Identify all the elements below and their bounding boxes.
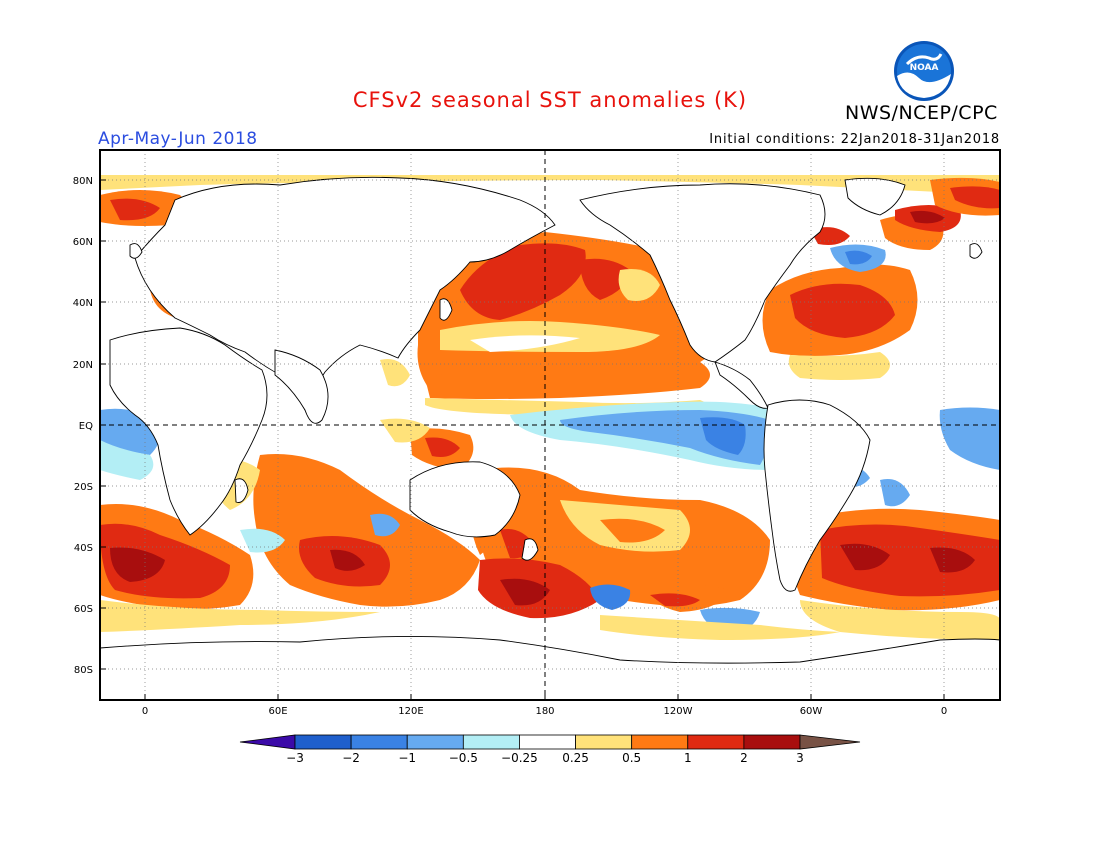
colorbar-swatch	[519, 734, 576, 750]
lon-label: 0	[941, 706, 947, 717]
colorbar-swatch	[294, 734, 352, 750]
colorbar-tick-label: −3	[286, 751, 304, 765]
lon-label: 180	[535, 706, 554, 717]
lon-label: 0	[142, 706, 148, 717]
south-pacific-cool-patch	[590, 584, 631, 610]
lat-label: 40S	[74, 543, 93, 554]
colorbar-tick-label: 2	[740, 751, 748, 765]
lon-label: 60E	[268, 706, 287, 717]
subtropical-warm-band	[425, 361, 710, 399]
north-america-landmass	[579, 183, 826, 363]
antarctica-landmass	[100, 636, 1000, 700]
lat-label: 20N	[73, 360, 93, 371]
latitude-labels: 80N 60N 40N 20N EQ 20S 40S 60S 80S	[73, 176, 93, 676]
colorbar: −3 −2 −1 −0.5 −0.25 0.25 0.5 1 2 3	[239, 734, 861, 765]
lat-label: 80N	[73, 176, 93, 187]
colorbar-tick-label: 0.25	[562, 751, 589, 765]
colorbar-tick-label: 1	[684, 751, 692, 765]
lat-label: 20S	[74, 482, 93, 493]
colorbar-swatch	[631, 734, 689, 750]
forecast-period: Apr-May-Jun 2018	[98, 129, 258, 149]
colorbar-swatch	[462, 734, 520, 750]
noaa-logo-icon: NOAA	[894, 41, 954, 101]
south-america-landmass	[763, 399, 871, 592]
lon-label: 120W	[664, 706, 693, 717]
north-pacific-strong-warm	[460, 243, 586, 320]
colorbar-tick-label: −2	[342, 751, 360, 765]
colorbar-tick-label: −0.5	[449, 751, 478, 765]
colorbar-max-triangle	[799, 734, 861, 750]
colorbar-swatch	[350, 734, 408, 750]
land-masses	[100, 176, 1000, 700]
africa-landmass	[109, 327, 268, 536]
colorbar-tick-label: −0.25	[501, 751, 538, 765]
australia-landmass	[409, 461, 521, 538]
colorbar-tick-label: 3	[796, 751, 804, 765]
organization-label: NWS/NCEP/CPC	[845, 102, 998, 124]
lon-label: 60W	[800, 706, 823, 717]
colorbar-swatch	[406, 734, 464, 750]
lat-label: 40N	[73, 298, 93, 309]
initial-conditions: Initial conditions: 22Jan2018-31Jan2018	[709, 132, 1000, 147]
colorbar-min-triangle	[239, 734, 296, 750]
colorbar-swatch	[687, 734, 745, 750]
lat-label: EQ	[79, 421, 93, 432]
eurasia-landmass	[134, 176, 556, 412]
colorbar-tick-label: 0.5	[622, 751, 641, 765]
colorbar-swatch	[575, 734, 633, 750]
colorbar-swatch	[743, 734, 801, 750]
lat-label: 80S	[74, 665, 93, 676]
lat-label: 60N	[73, 237, 93, 248]
lat-label: 60S	[74, 604, 93, 615]
anomaly-field	[100, 150, 1000, 700]
longitude-labels: 0 60E 120E 180 120W 60W 0	[142, 706, 947, 717]
noaa-logo-text: NOAA	[910, 63, 939, 73]
lon-label: 120E	[398, 706, 423, 717]
axis-ticks	[100, 179, 945, 700]
colorbar-tick-label: −1	[398, 751, 416, 765]
chart-title: CFSv2 seasonal SST anomalies (K)	[352, 88, 748, 112]
